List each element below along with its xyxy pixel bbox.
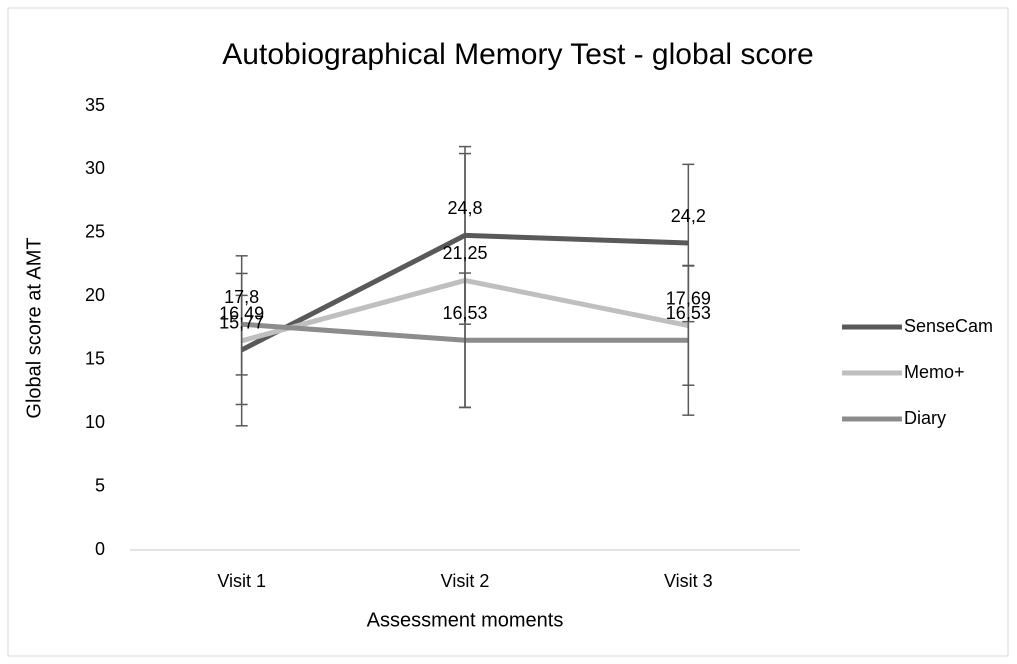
y-tick-label: 5 (95, 475, 105, 495)
data-label: 17,8 (224, 287, 259, 307)
y-tick-label: 15 (85, 348, 105, 368)
y-tick-label: 30 (85, 158, 105, 178)
legend-label: SenseCam (904, 316, 993, 336)
y-tick-label: 10 (85, 412, 105, 432)
y-tick-label: 25 (85, 222, 105, 242)
x-tick-label: Visit 2 (441, 571, 490, 591)
x-tick-label: Visit 1 (217, 571, 266, 591)
data-label: 15,77 (219, 313, 264, 333)
data-label: 24,8 (447, 198, 482, 218)
legend-label: Memo+ (904, 362, 965, 382)
y-tick-label: 20 (85, 285, 105, 305)
chart-border (7, 7, 1009, 657)
y-tick-label: 0 (95, 539, 105, 559)
data-label: 16,53 (442, 303, 487, 323)
data-label: 24,2 (671, 206, 706, 226)
legend-label: Diary (904, 408, 946, 428)
x-tick-label: Visit 3 (664, 571, 713, 591)
data-label: 16,49 (219, 304, 264, 324)
data-label: 21,25 (442, 243, 487, 263)
data-label: 17,69 (666, 288, 711, 308)
chart-title: Autobiographical Memory Test - global sc… (222, 38, 813, 71)
y-tick-label: 35 (85, 95, 105, 115)
y-axis-label: Global score at AMT (23, 237, 45, 418)
data-label: 16,53 (666, 303, 711, 323)
x-axis-label: Assessment moments (367, 609, 564, 631)
